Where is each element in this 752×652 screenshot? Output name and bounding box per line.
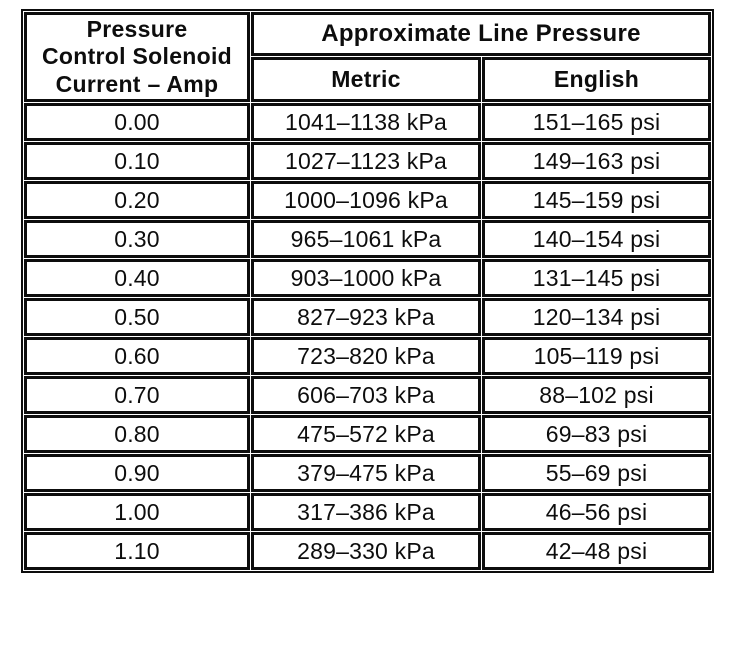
- english-cell: 120–134 psi: [482, 298, 711, 336]
- english-cell: 140–154 psi: [482, 220, 711, 258]
- table-row: 0.80 475–572 kPa 69–83 psi: [24, 415, 711, 453]
- english-cell: 46–56 psi: [482, 493, 711, 531]
- english-cell: 149–163 psi: [482, 142, 711, 180]
- line-pressure-table: Pressure Control Solenoid Current – Amp …: [21, 9, 714, 573]
- column-header-english: English: [482, 57, 711, 102]
- english-cell: 131–145 psi: [482, 259, 711, 297]
- table-row: 0.30 965–1061 kPa 140–154 psi: [24, 220, 711, 258]
- table-row: 0.40 903–1000 kPa 131–145 psi: [24, 259, 711, 297]
- metric-cell: 1041–1138 kPa: [251, 103, 481, 141]
- column-header-metric: Metric: [251, 57, 481, 102]
- table-row: 0.00 1041–1138 kPa 151–165 psi: [24, 103, 711, 141]
- metric-cell: 379–475 kPa: [251, 454, 481, 492]
- metric-cell: 723–820 kPa: [251, 337, 481, 375]
- table-row: 1.00 317–386 kPa 46–56 psi: [24, 493, 711, 531]
- table-row: 0.70 606–703 kPa 88–102 psi: [24, 376, 711, 414]
- current-cell: 0.90: [24, 454, 250, 492]
- table-row: 0.60 723–820 kPa 105–119 psi: [24, 337, 711, 375]
- current-cell: 0.50: [24, 298, 250, 336]
- table-row: 0.20 1000–1096 kPa 145–159 psi: [24, 181, 711, 219]
- english-cell: 105–119 psi: [482, 337, 711, 375]
- metric-cell: 1027–1123 kPa: [251, 142, 481, 180]
- metric-cell: 1000–1096 kPa: [251, 181, 481, 219]
- current-cell: 0.10: [24, 142, 250, 180]
- current-cell: 0.00: [24, 103, 250, 141]
- metric-cell: 475–572 kPa: [251, 415, 481, 453]
- current-cell: 0.70: [24, 376, 250, 414]
- metric-cell: 827–923 kPa: [251, 298, 481, 336]
- current-cell: 1.00: [24, 493, 250, 531]
- table-row: 1.10 289–330 kPa 42–48 psi: [24, 532, 711, 570]
- table-body: 0.00 1041–1138 kPa 151–165 psi 0.10 1027–112…: [24, 103, 711, 570]
- english-cell: 55–69 psi: [482, 454, 711, 492]
- current-cell: 0.80: [24, 415, 250, 453]
- metric-cell: 965–1061 kPa: [251, 220, 481, 258]
- metric-cell: 317–386 kPa: [251, 493, 481, 531]
- metric-cell: 903–1000 kPa: [251, 259, 481, 297]
- english-cell: 42–48 psi: [482, 532, 711, 570]
- column-header-line-pressure: Approximate Line Pressure: [251, 12, 711, 56]
- column-header-solenoid-current: Pressure Control Solenoid Current – Amp: [24, 12, 250, 102]
- english-cell: 151–165 psi: [482, 103, 711, 141]
- metric-cell: 606–703 kPa: [251, 376, 481, 414]
- english-cell: 88–102 psi: [482, 376, 711, 414]
- table-row: 0.10 1027–1123 kPa 149–163 psi: [24, 142, 711, 180]
- table-row: 0.90 379–475 kPa 55–69 psi: [24, 454, 711, 492]
- table-row: 0.50 827–923 kPa 120–134 psi: [24, 298, 711, 336]
- current-cell: 0.40: [24, 259, 250, 297]
- current-cell: 0.60: [24, 337, 250, 375]
- current-cell: 0.20: [24, 181, 250, 219]
- current-cell: 1.10: [24, 532, 250, 570]
- table-header: Pressure Control Solenoid Current – Amp …: [24, 12, 711, 102]
- current-cell: 0.30: [24, 220, 250, 258]
- english-cell: 69–83 psi: [482, 415, 711, 453]
- english-cell: 145–159 psi: [482, 181, 711, 219]
- metric-cell: 289–330 kPa: [251, 532, 481, 570]
